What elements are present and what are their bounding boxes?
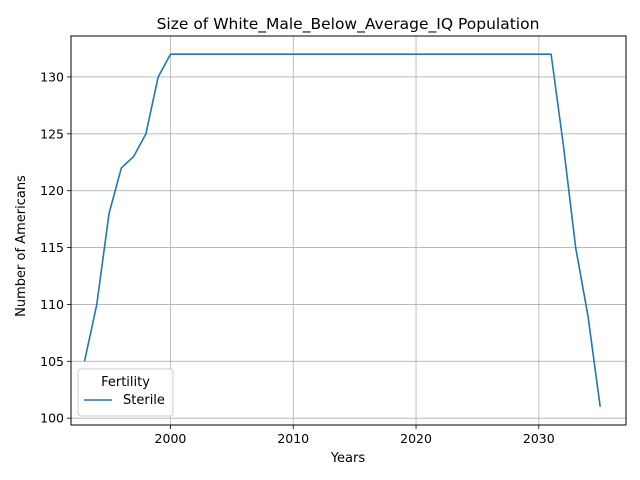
chart-title: Size of White_Male_Below_Average_IQ Popu… [157,15,540,34]
x-axis: 2000 2010 2020 2030 [155,425,555,446]
y-tick-label: 115 [40,240,64,255]
y-axis-label: Number of Americans [14,175,29,317]
y-tick-label: 125 [40,126,64,141]
y-tick-label: 130 [40,69,64,84]
plot-frame [70,35,627,426]
y-tick-label: 100 [40,411,64,426]
legend-box [77,368,174,417]
x-axis-label: Years [330,451,366,466]
legend: Fertility Sterile [77,368,174,417]
legend-title: Fertility [101,375,150,390]
series-layer [83,53,602,407]
y-tick-label: 120 [40,183,64,198]
x-tick-label: 2030 [523,431,555,446]
y-axis: 100 105 110 115 120 125 130 [40,69,71,426]
legend-label: Sterile [123,393,165,408]
grid-lines [71,36,626,425]
x-tick-label: 2000 [155,431,187,446]
x-tick-label: 2010 [277,431,309,446]
y-tick-label: 110 [40,297,64,312]
x-tick-label: 2020 [400,431,432,446]
series-line-sterile [83,53,602,407]
y-tick-label: 105 [40,354,64,369]
